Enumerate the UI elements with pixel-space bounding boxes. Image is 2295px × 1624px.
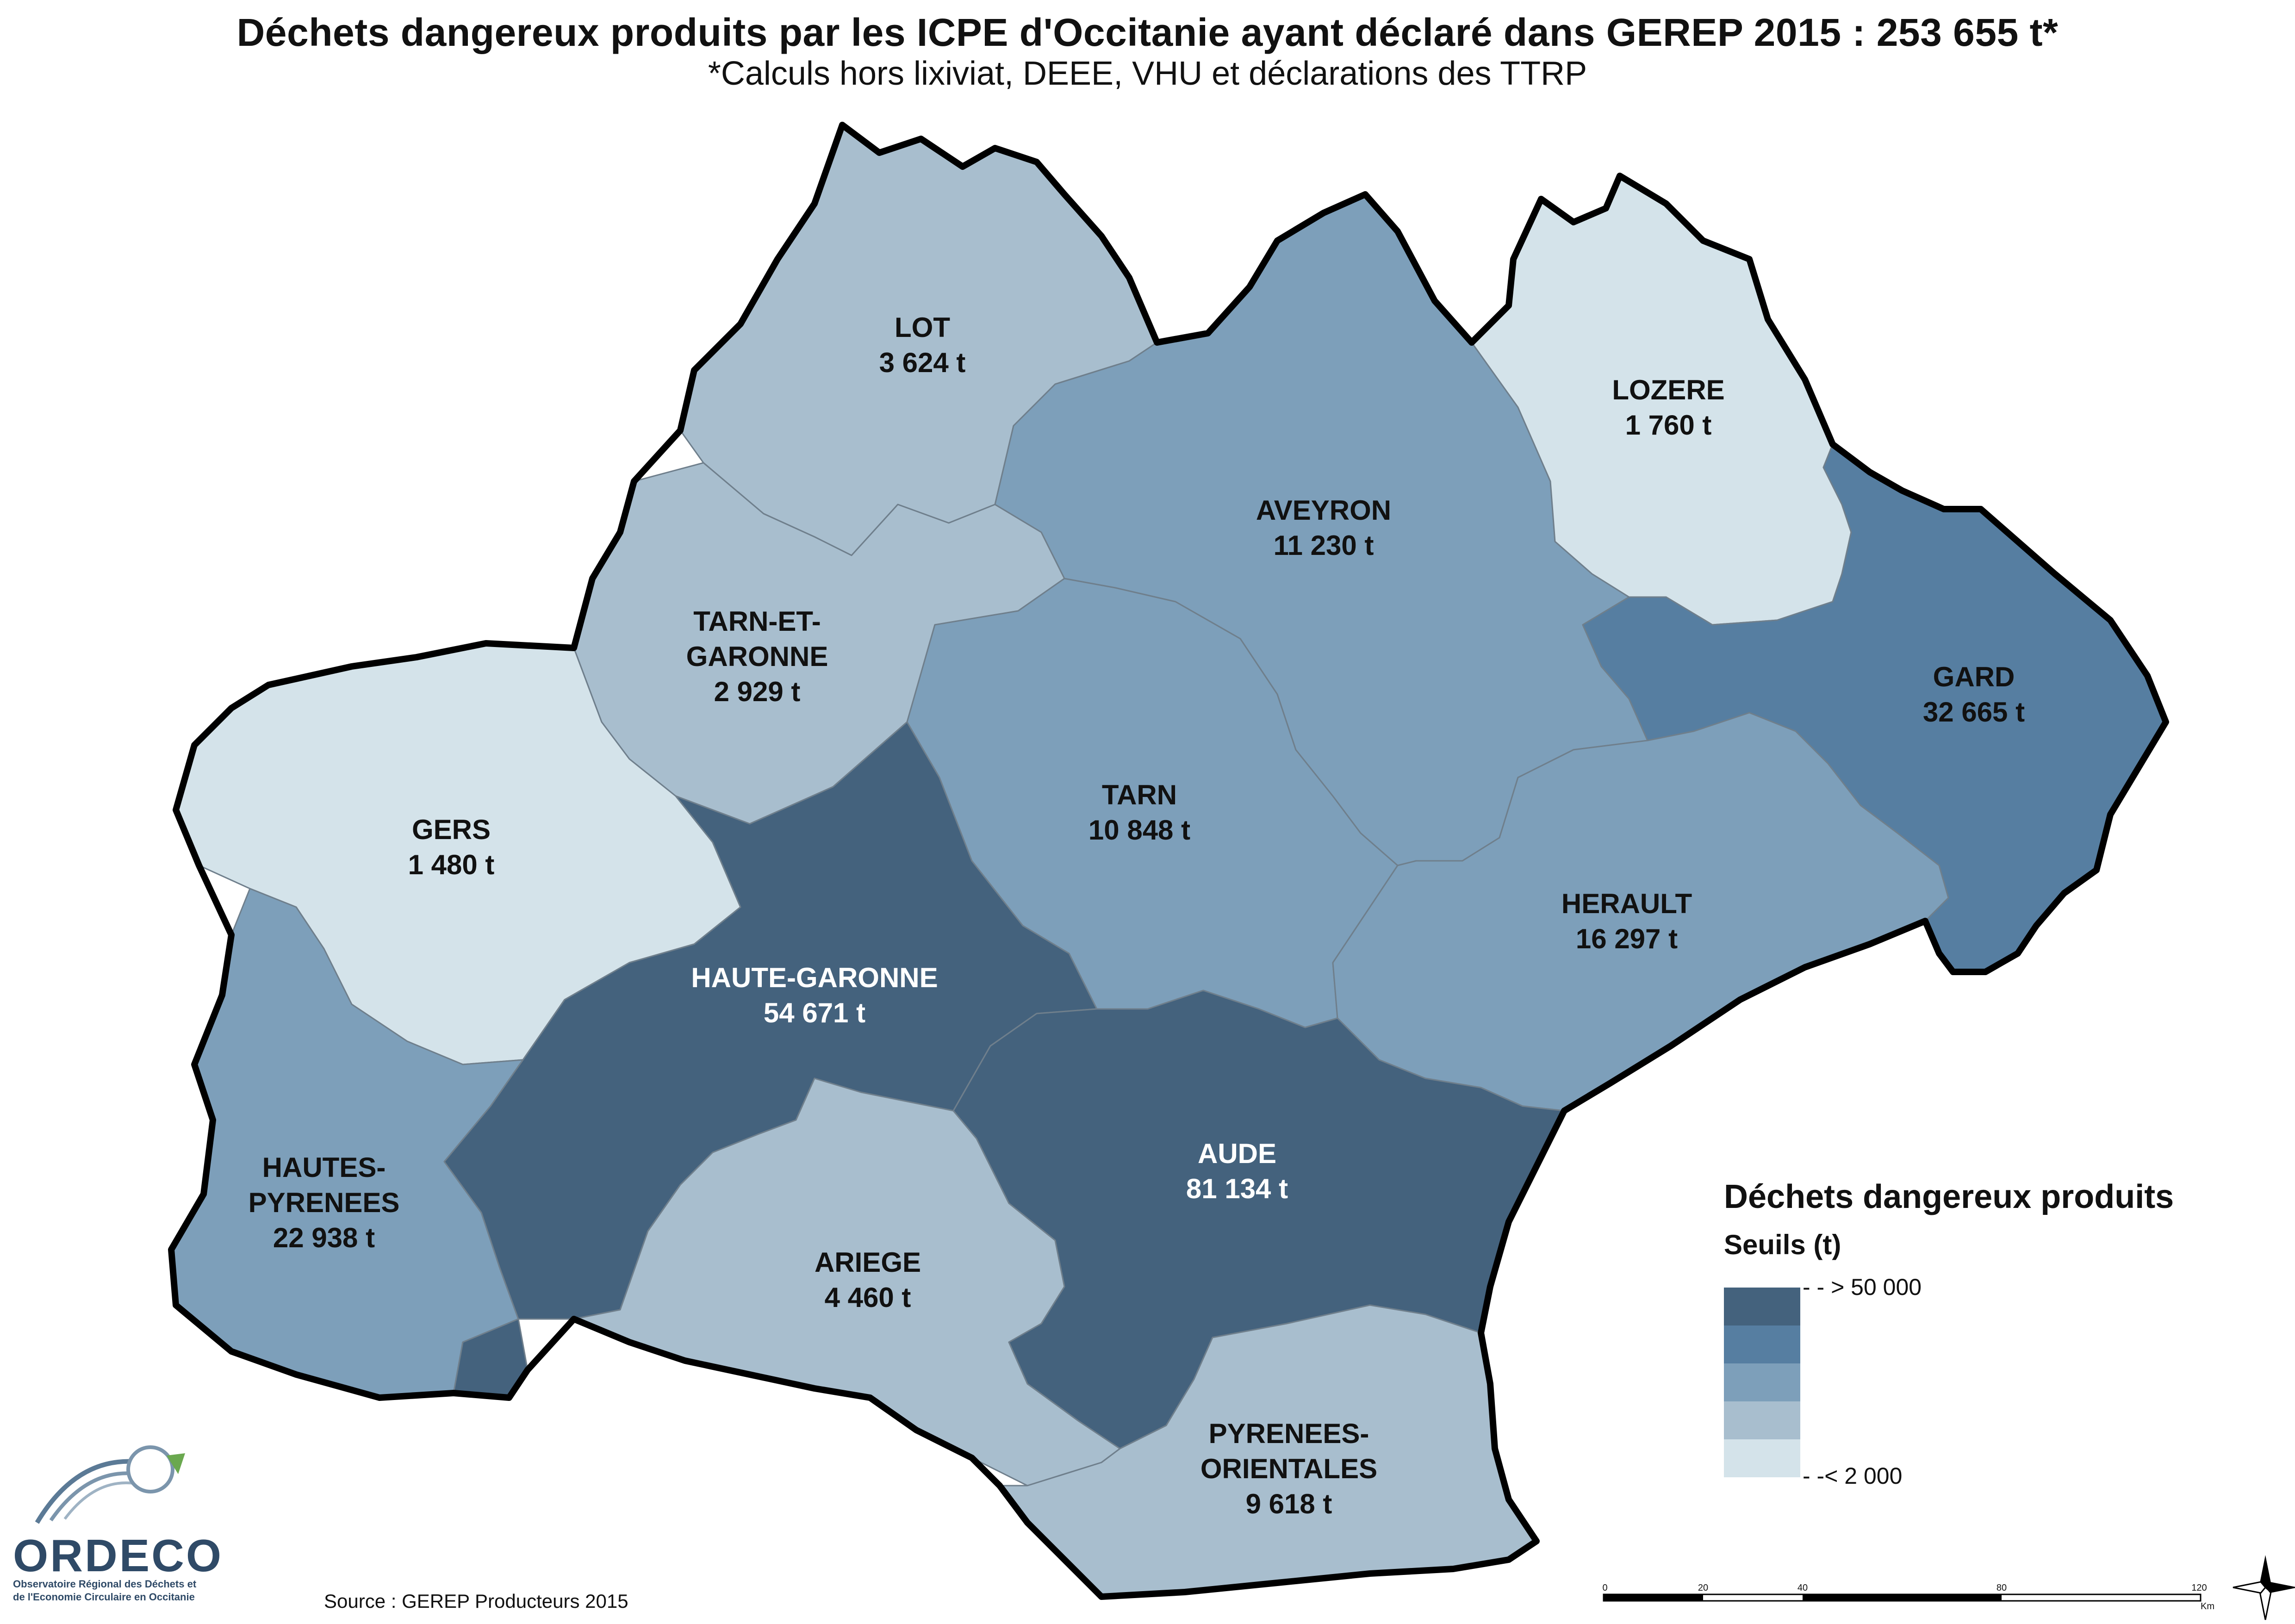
dept-label-tarn-et-garonne: TARN-ET- GARONNE 2 929 t <box>686 606 828 707</box>
legend-max-label: - - > 50 000 <box>1803 1274 1922 1300</box>
scale-tick-20: 20 <box>1698 1583 1709 1593</box>
ordeco-logo-line2: de l'Economie Circulaire en Occitanie <box>13 1591 195 1603</box>
dept-label-lot: LOT 3 624 t <box>879 312 966 378</box>
ordeco-logo-text: ORDECO <box>13 1530 224 1581</box>
legend-class-3 <box>1724 1363 1800 1401</box>
dept-label-pyrenees-orientales: PYRENEES- ORIENTALES 9 618 t <box>1200 1418 1378 1519</box>
scale-tick-80: 80 <box>1996 1583 2007 1593</box>
legend-title: Déchets dangereux produits <box>1724 1178 2174 1215</box>
north-arrow-icon <box>2233 1555 2295 1620</box>
dept-label-aveyron: AVEYRON 11 230 t <box>1256 495 1392 561</box>
ordeco-logo-icon <box>35 1445 185 1524</box>
dept-label-aude: AUDE 81 134 t <box>1186 1138 1288 1204</box>
legend-class-4 <box>1724 1401 1800 1439</box>
dept-label-hautes-pyrenees: HAUTES- PYRENEES 22 938 t <box>248 1152 400 1253</box>
legend-class-1 <box>1724 1288 1800 1325</box>
dept-label-ariege: ARIEGE 4 460 t <box>814 1247 921 1313</box>
dept-label-gard: GARD 32 665 t <box>1922 661 2025 728</box>
scale-bar <box>1603 1593 2202 1602</box>
dept-label-gers: GERS 1 480 t <box>408 814 495 880</box>
legend-class-2 <box>1724 1325 1800 1363</box>
dept-label-herault: HERAULT 16 297 t <box>1561 888 1692 954</box>
legend-subtitle: Seuils (t) <box>1724 1229 1841 1260</box>
dept-label-tarn: TARN 10 848 t <box>1088 779 1191 846</box>
legend-min-label: - -< 2 000 <box>1803 1463 1903 1489</box>
map-title: Déchets dangereux produits par les ICPE … <box>236 11 2059 54</box>
legend-class-5 <box>1724 1439 1800 1477</box>
dept-label-haute-garonne: HAUTE-GARONNE 54 671 t <box>691 962 938 1028</box>
scale-tick-40: 40 <box>1797 1583 1808 1593</box>
scale-unit: Km <box>2201 1601 2214 1612</box>
scale-tick-0: 0 <box>1602 1583 1608 1593</box>
dept-label-lozere: LOZERE 1 760 t <box>1612 374 1725 441</box>
region-outline <box>168 122 2169 1600</box>
ordeco-logo-line1: Observatoire Régional des Déchets et <box>13 1578 197 1590</box>
scale-tick-120: 120 <box>2191 1583 2207 1593</box>
map-subtitle: *Calculs hors lixiviat, DEEE, VHU et déc… <box>708 55 1587 92</box>
source-note: Source : GEREP Producteurs 2015 <box>324 1590 628 1612</box>
